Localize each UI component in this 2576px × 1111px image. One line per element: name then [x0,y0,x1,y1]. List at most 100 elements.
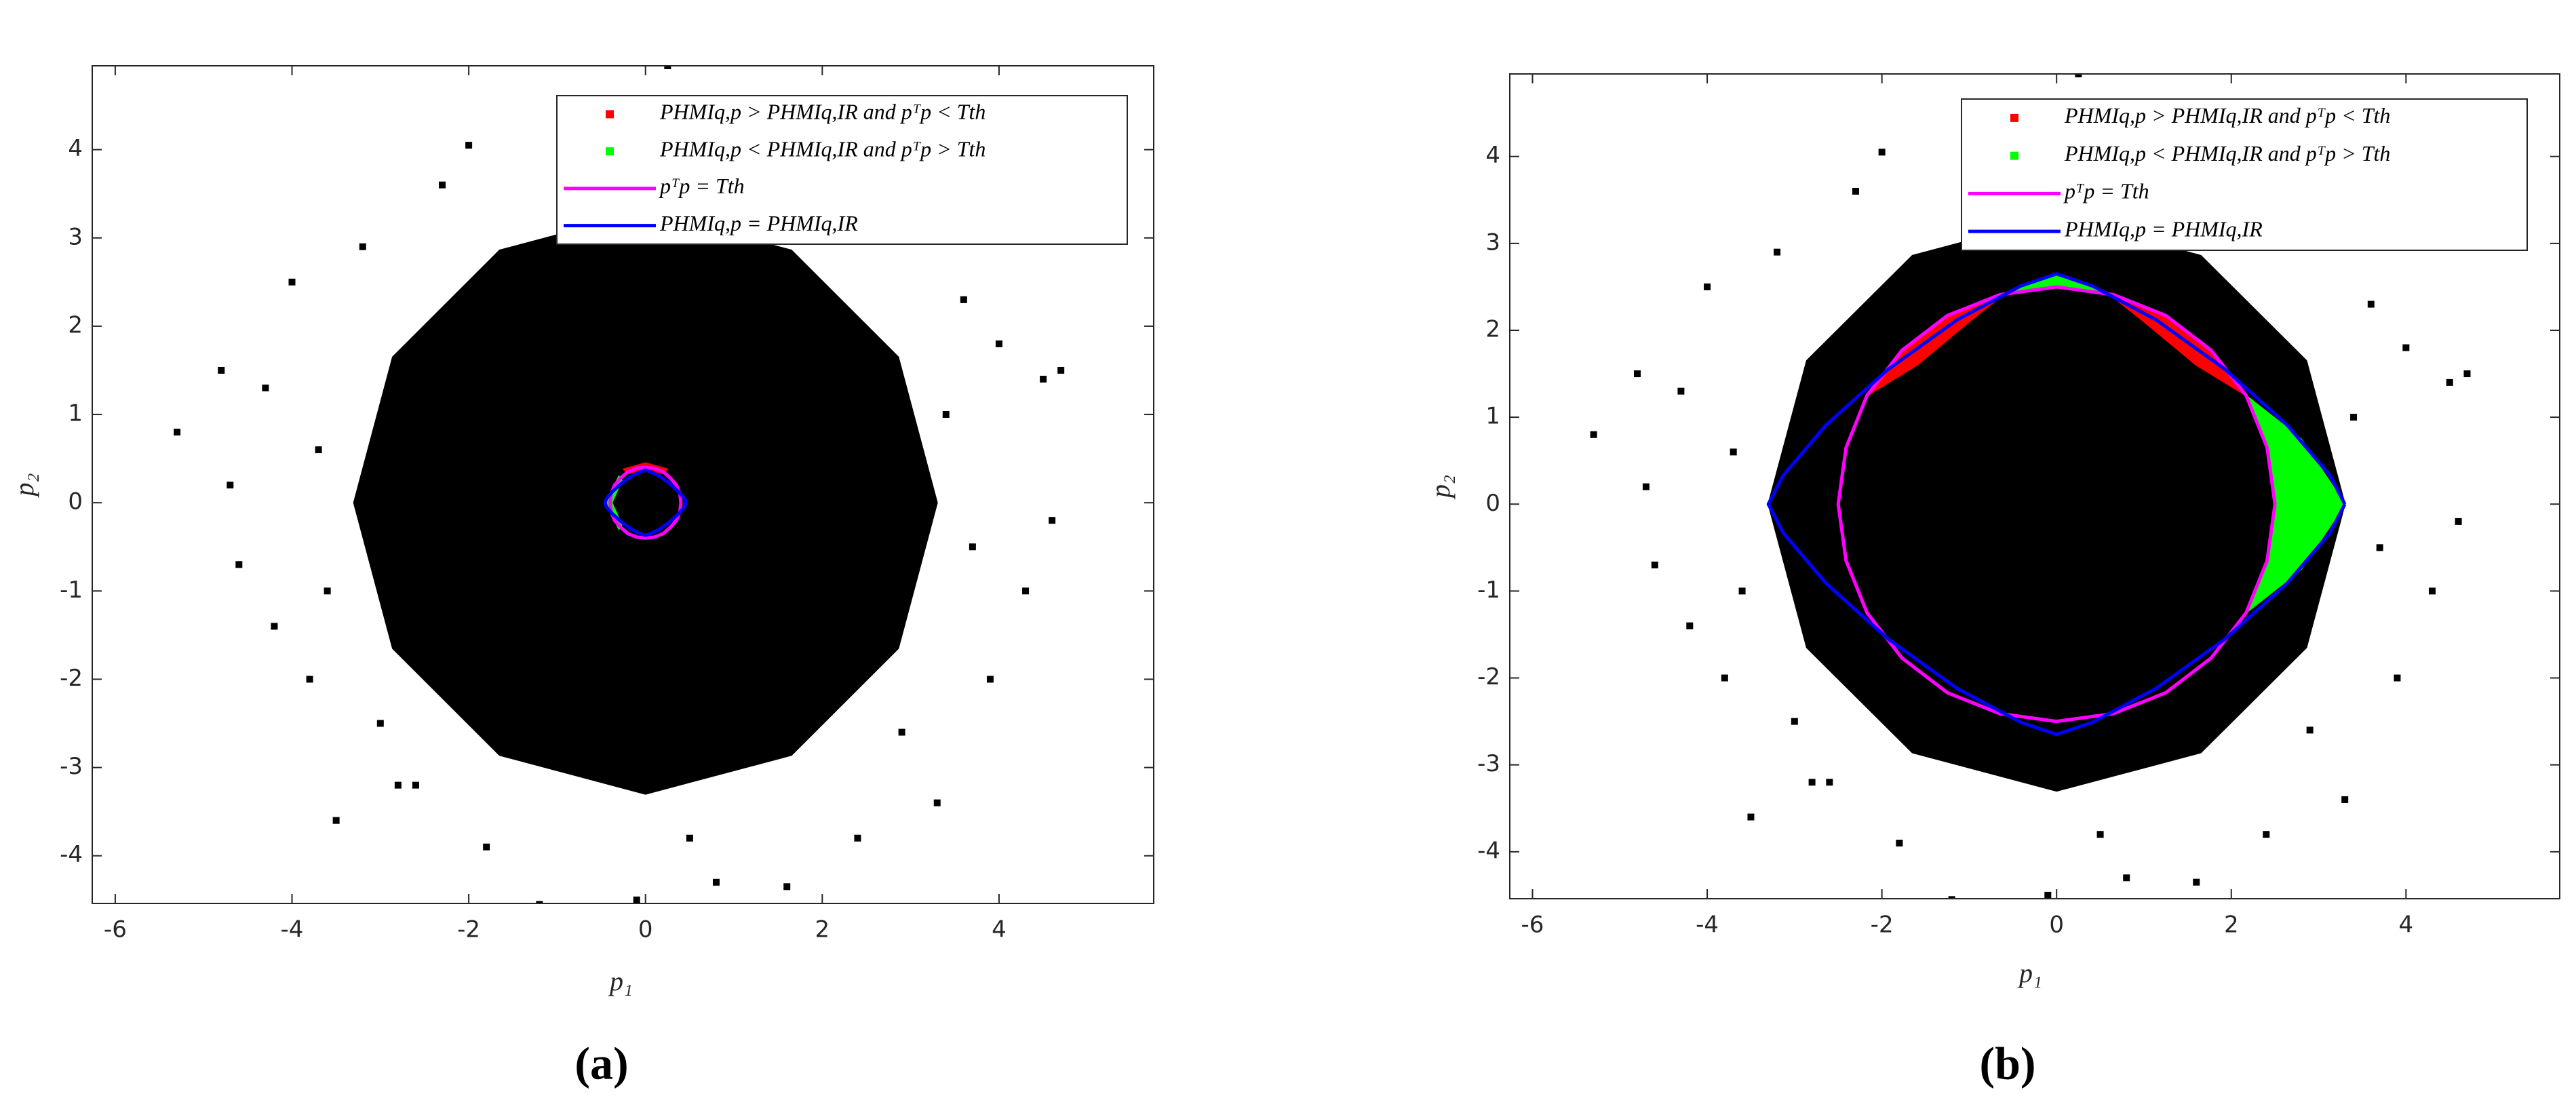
x-tick-label: 2 [2224,912,2239,939]
scatter-point [439,181,446,189]
scatter-point [2446,378,2453,386]
y-tick-label: 4 [68,135,83,162]
curve [1766,272,2347,737]
scatter-point [1049,517,1056,524]
y-tick-label: 2 [1485,315,1500,343]
y-tick-label: -1 [1477,577,1500,604]
legend-box [556,95,1128,245]
scatter-point [712,878,720,886]
curve [603,468,688,537]
scatter-point [412,781,419,789]
scatter-point [332,817,340,824]
scatter-point [536,901,543,903]
scatter-point [1704,283,1711,290]
x-tick-label: 4 [2399,912,2414,939]
scatter-point [2263,831,2270,838]
x-tick-label: -6 [1521,912,1544,939]
scatter-point [1721,674,1728,682]
scatter-point [1634,370,1641,378]
scatter-point [2428,587,2436,595]
scatter-point [394,781,402,789]
plot-area [1590,74,2471,899]
legend-marker [606,110,614,119]
panel-label: (a) [574,1038,628,1089]
scatter-point [1948,896,1955,899]
axes-box [92,65,1154,904]
scatter-point [2394,674,2401,682]
scatter-point [288,278,296,286]
y-tick-label: -1 [60,577,83,604]
x-tick-label: 0 [638,916,653,943]
scatter-point [227,482,234,489]
scatter-point [1808,779,1816,786]
y-tick-label: -4 [1477,837,1500,864]
scatter-point [262,385,269,391]
scatter-point [174,429,181,436]
scatter-point [942,411,950,418]
curve [1836,285,2277,724]
scatter-point [2123,874,2130,882]
scatter-point [2376,544,2383,551]
y-tick-label: -2 [1477,663,1500,690]
scatter-point [1022,587,1030,595]
legend-label: PHMIq,p = PHMIq,IR [2064,216,2263,241]
scatter-point [2306,726,2314,734]
scatter-point [271,623,278,630]
y-tick-label: -4 [60,841,83,868]
legend-marker [2010,151,2018,160]
scatter-point [376,720,384,727]
y-axis-label: p₂ [1425,475,1456,500]
scatter-point [633,896,640,903]
scatter-point [986,676,994,683]
scatter-point [2193,878,2200,886]
scatter-point [1057,366,1065,374]
legend: PHMIq,p > PHMIq,IR and pᵀp < Tth PHMIq,p … [1961,98,2528,251]
scatter-point [465,142,473,149]
scatter-point [2075,74,2082,77]
scatter-point [1791,718,1798,725]
legend-label: PHMIq,p = PHMIq,IR [659,211,858,235]
scatter-point [1878,149,1886,156]
scatter-point [898,728,905,736]
scatter-point [1747,813,1755,821]
legend-label: PHMIq,p > PHMIq,IR and pᵀp < Tth [2064,103,2390,128]
scatter-point [1642,483,1650,490]
legend-label: pᵀp = Tth [2063,179,2149,203]
scatter-point [324,587,331,595]
legend-marker [606,147,614,156]
plot-area [174,66,1065,903]
scatter-point [969,543,976,551]
scatter-point [2044,891,2052,899]
scatter-point [1826,779,1833,786]
x-tick-label: -2 [457,916,480,943]
x-tick-label: 2 [815,916,830,943]
scatter-point [218,366,225,374]
y-tick-label: 2 [68,311,83,338]
x-tick-label: -4 [1696,912,1719,939]
scatter-point [2350,414,2358,421]
scatter-point [995,340,1002,347]
curve [608,465,683,540]
scatter-point [235,561,243,568]
x-tick-label: -2 [1871,912,1894,939]
scatter-point [2096,831,2104,838]
scatter-point [359,243,366,250]
scatter-point [2402,344,2410,351]
x-axis-label: p₁ [2017,958,2042,988]
y-tick-label: 4 [1485,142,1500,169]
y-axis-label: p₂ [9,473,39,499]
y-tick-label: 3 [68,223,83,250]
scatter-point [315,446,322,454]
scatter-point [1774,248,1781,256]
scatter-point [2341,796,2349,803]
x-tick-label: -6 [104,916,127,943]
legend-label: PHMIq,p < PHMIq,IR and pᵀp > Tth [659,136,985,161]
panel-label: (b) [1979,1038,2035,1089]
scatter-point [933,799,941,806]
legend-label: PHMIq,p > PHMIq,IR and pᵀp < Tth [659,100,985,124]
scatter-point [1738,587,1746,595]
scatter-point [1590,431,1597,438]
y-tick-label: 1 [1485,403,1500,430]
scatter-point [483,843,490,851]
